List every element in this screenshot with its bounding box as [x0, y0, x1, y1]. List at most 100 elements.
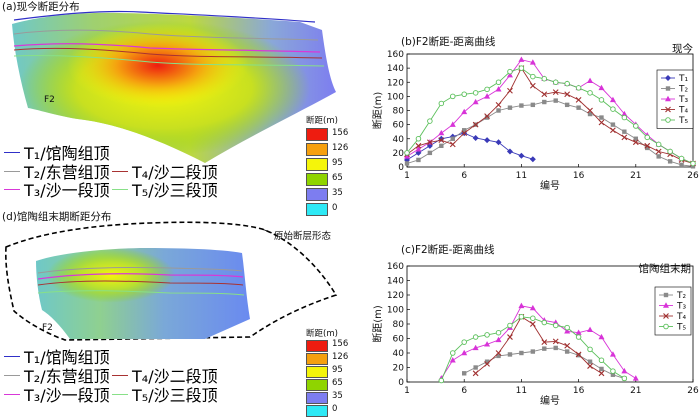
colorbar-swatch [306, 173, 328, 186]
y-tick-label: 80 [393, 320, 405, 330]
legend-entry: T₃/沙一段顶 [4, 177, 110, 201]
colorbar-level: 65 [332, 173, 343, 183]
legend-label: T₁/馆陶组顶 [24, 144, 110, 163]
data-point [507, 322, 513, 329]
legend-entry: T₂/东营组顶 [4, 363, 110, 387]
data-point [678, 155, 685, 162]
data-point [564, 328, 571, 334]
data-point [621, 134, 628, 141]
panel-a-fault-surface [12, 10, 336, 164]
data-point [495, 329, 502, 336]
data-point [564, 342, 571, 349]
colorbar-swatch [306, 203, 328, 216]
x-axis-label: 编号 [540, 394, 560, 407]
legend-marker [665, 75, 671, 81]
legend-label: T₃/沙一段顶 [24, 386, 110, 405]
data-point [598, 370, 605, 377]
data-point [633, 136, 638, 141]
data-point [552, 89, 559, 96]
colorbar-level: 95 [332, 158, 343, 168]
colorbar-level: 126 [332, 352, 349, 362]
data-point [507, 68, 513, 75]
data-point [632, 375, 639, 381]
x-tick-label: 21 [630, 171, 641, 181]
data-point [449, 357, 456, 363]
y-tick-label: 120 [387, 78, 404, 88]
series-2 [404, 56, 696, 166]
y-axis-label: 断距(m) [371, 305, 384, 343]
data-point [472, 135, 479, 142]
data-point [484, 86, 490, 93]
data-point [519, 350, 524, 356]
data-point [679, 162, 684, 168]
data-point [518, 313, 525, 320]
data-point [530, 315, 536, 321]
data-point [621, 375, 628, 382]
data-point [518, 65, 525, 71]
data-point [575, 85, 582, 91]
colorbar-swatch [306, 188, 328, 201]
data-point [426, 139, 433, 146]
data-point [438, 100, 445, 107]
data-point [598, 119, 605, 126]
legend-marker [665, 117, 671, 123]
x-tick-label: 26 [687, 386, 699, 396]
data-point [633, 123, 639, 129]
chart-subtitle: 馆陶组末期 [639, 262, 692, 275]
x-tick-label: 11 [516, 171, 527, 181]
data-point [587, 107, 593, 114]
data-point [495, 336, 502, 343]
data-point [519, 103, 524, 108]
data-point [484, 360, 490, 367]
legend-line [112, 393, 128, 395]
legend-label: T₅/沙三段顶 [132, 386, 218, 405]
data-point [484, 332, 490, 338]
colorbar-swatch [306, 392, 328, 404]
x-tick-label: 21 [630, 386, 641, 396]
chart-subtitle: 现今 [672, 42, 693, 55]
data-point [587, 90, 593, 96]
series-line [406, 67, 694, 164]
data-point [541, 319, 548, 326]
legend-line [4, 393, 20, 395]
data-point [587, 346, 593, 353]
data-point [655, 141, 662, 148]
x-tick-label: 16 [573, 386, 585, 396]
data-point [461, 130, 468, 136]
legend-line [4, 170, 20, 172]
y-tick-label: 60 [393, 335, 405, 345]
colorbar-swatch [306, 143, 328, 156]
legend-label: T₅/沙三段顶 [132, 181, 218, 200]
legend-entry: T₄/沙二段顶 [112, 363, 218, 387]
data-point [462, 371, 467, 376]
colorbar-level: 0 [332, 203, 338, 213]
colorbar-swatch [306, 379, 328, 391]
data-point [529, 59, 536, 65]
x-tick-label: 1 [404, 171, 410, 181]
data-point [439, 143, 444, 149]
legend-line [112, 374, 128, 376]
legend-line [112, 188, 128, 190]
data-point [484, 113, 490, 120]
legend-marker [665, 106, 671, 113]
data-point [529, 321, 536, 327]
series-line [406, 67, 694, 164]
x-tick-label: 26 [687, 171, 699, 181]
data-point [575, 97, 582, 103]
legend-label: T₅ [678, 116, 688, 126]
panel-d-fault-label: F2 [42, 323, 53, 333]
data-point [507, 105, 513, 110]
y-axis-label: 断距(m) [371, 92, 384, 130]
data-point [450, 136, 455, 141]
series-4 [404, 65, 696, 167]
data-point [564, 91, 571, 98]
panel-a-colorbar-title: 断距(m) [306, 116, 338, 126]
colorbar-swatch [306, 158, 328, 171]
data-point [610, 372, 616, 377]
legend-marker [663, 292, 669, 298]
data-point [610, 122, 616, 127]
data-point [404, 161, 410, 166]
colorbar-level: 126 [332, 143, 349, 153]
data-point [495, 350, 502, 356]
